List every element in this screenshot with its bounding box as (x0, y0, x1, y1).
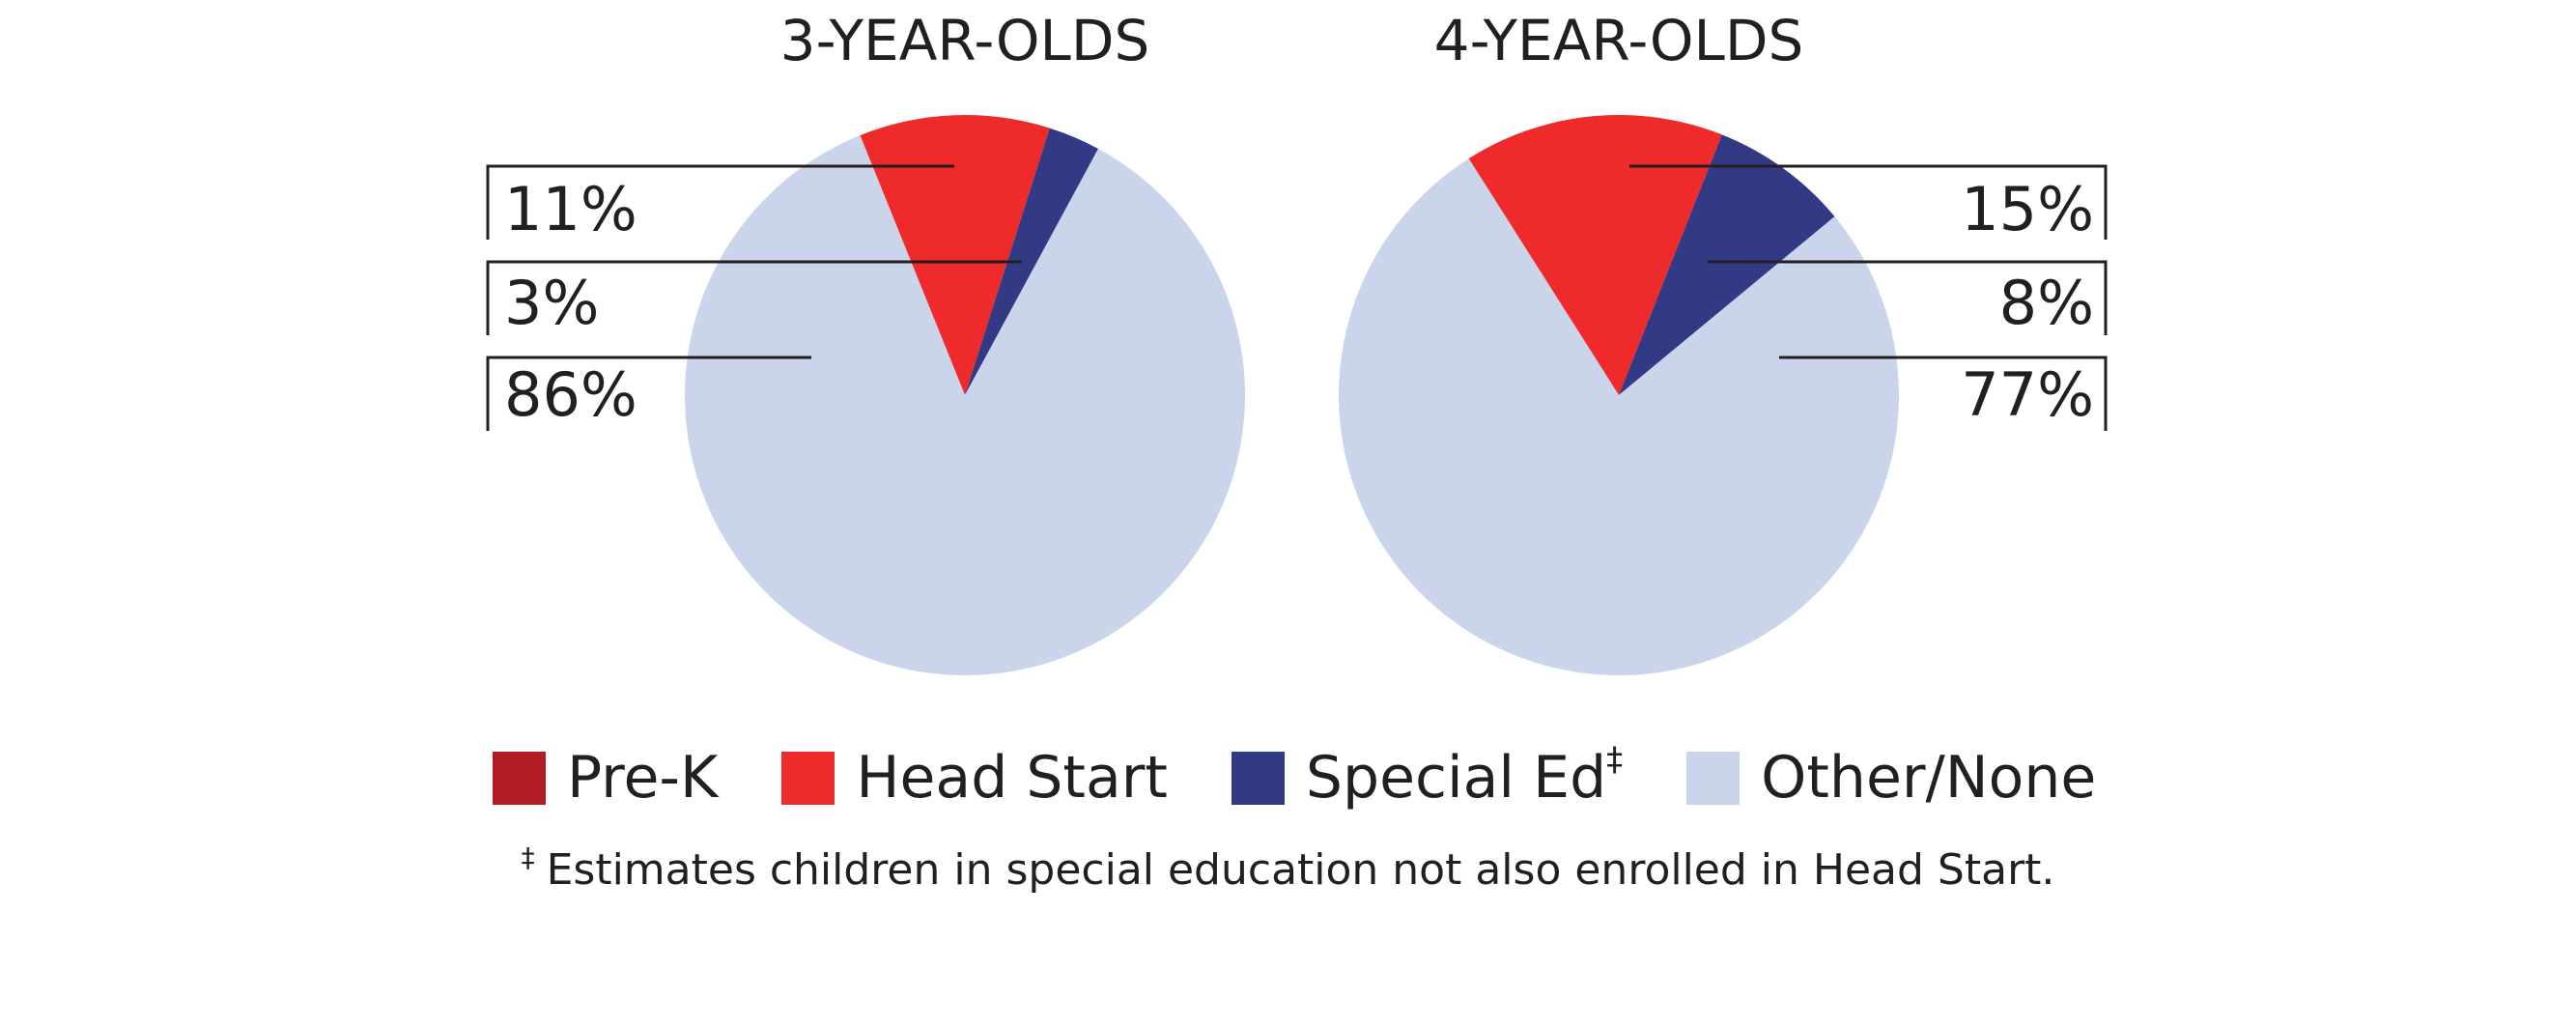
legend-swatch-special-ed (1231, 751, 1285, 805)
data-label-3-year-olds-head-start: 11% (504, 174, 637, 244)
data-label-4-year-olds-special-ed: 8% (1999, 268, 2094, 338)
legend-text-special-ed: Special Ed (1305, 744, 1607, 812)
data-label-4-year-olds-head-start: 15% (1961, 174, 2094, 244)
data-label-3-year-olds-special-ed: 3% (504, 268, 599, 338)
legend-mark-special-ed: ‡ (1606, 740, 1624, 779)
legend-swatch-other-none (1686, 751, 1741, 805)
legend-label-pre-k: Pre-K (567, 744, 718, 812)
pie-slice-3-year-olds-head-start (860, 114, 1050, 395)
pie-slice-3-year-olds-special-ed (965, 128, 1099, 396)
legend-label-special-ed: Special Ed‡ (1305, 740, 1623, 812)
legend-label-head-start: Head Start (856, 744, 1168, 812)
data-label-4-year-olds-other-none: 77% (1961, 359, 2094, 430)
legend-text-pre-k: Pre-K (567, 744, 719, 812)
chart-title-4-year-olds: 4-YEAR-OLDS (1434, 8, 1804, 73)
legend-swatch-head-start (781, 751, 835, 805)
legend-item-pre-k: Pre-K (493, 744, 718, 812)
footnote-mark: ‡ (521, 842, 535, 873)
chart-title-3-year-olds: 3-YEAR-OLDS (780, 8, 1150, 73)
legend-item-other-none: Other/None (1686, 744, 2096, 812)
pie-slice-4-year-olds-other-none (1338, 158, 1899, 675)
legend-label-other-none: Other/None (1761, 744, 2096, 812)
pie-slice-4-year-olds-head-start (1468, 114, 1722, 396)
footnote-text: Estimates children in special education … (546, 845, 2055, 895)
legend-item-head-start: Head Start (781, 744, 1168, 812)
data-label-3-year-olds-other-none: 86% (504, 359, 637, 430)
footnote: ‡ Estimates children in special education… (0, 842, 2576, 895)
legend-item-special-ed: Special Ed‡ (1231, 740, 1623, 812)
pie-slice-3-year-olds-other-none (685, 135, 1246, 675)
legend-text-head-start: Head Start (856, 744, 1168, 812)
legend-swatch-pre-k (493, 751, 546, 805)
pie-slice-4-year-olds-special-ed (1619, 134, 1835, 396)
legend: Pre-K Head Start Special Ed‡ Other/None (493, 739, 2096, 816)
legend-text-other-none: Other/None (1761, 744, 2097, 812)
